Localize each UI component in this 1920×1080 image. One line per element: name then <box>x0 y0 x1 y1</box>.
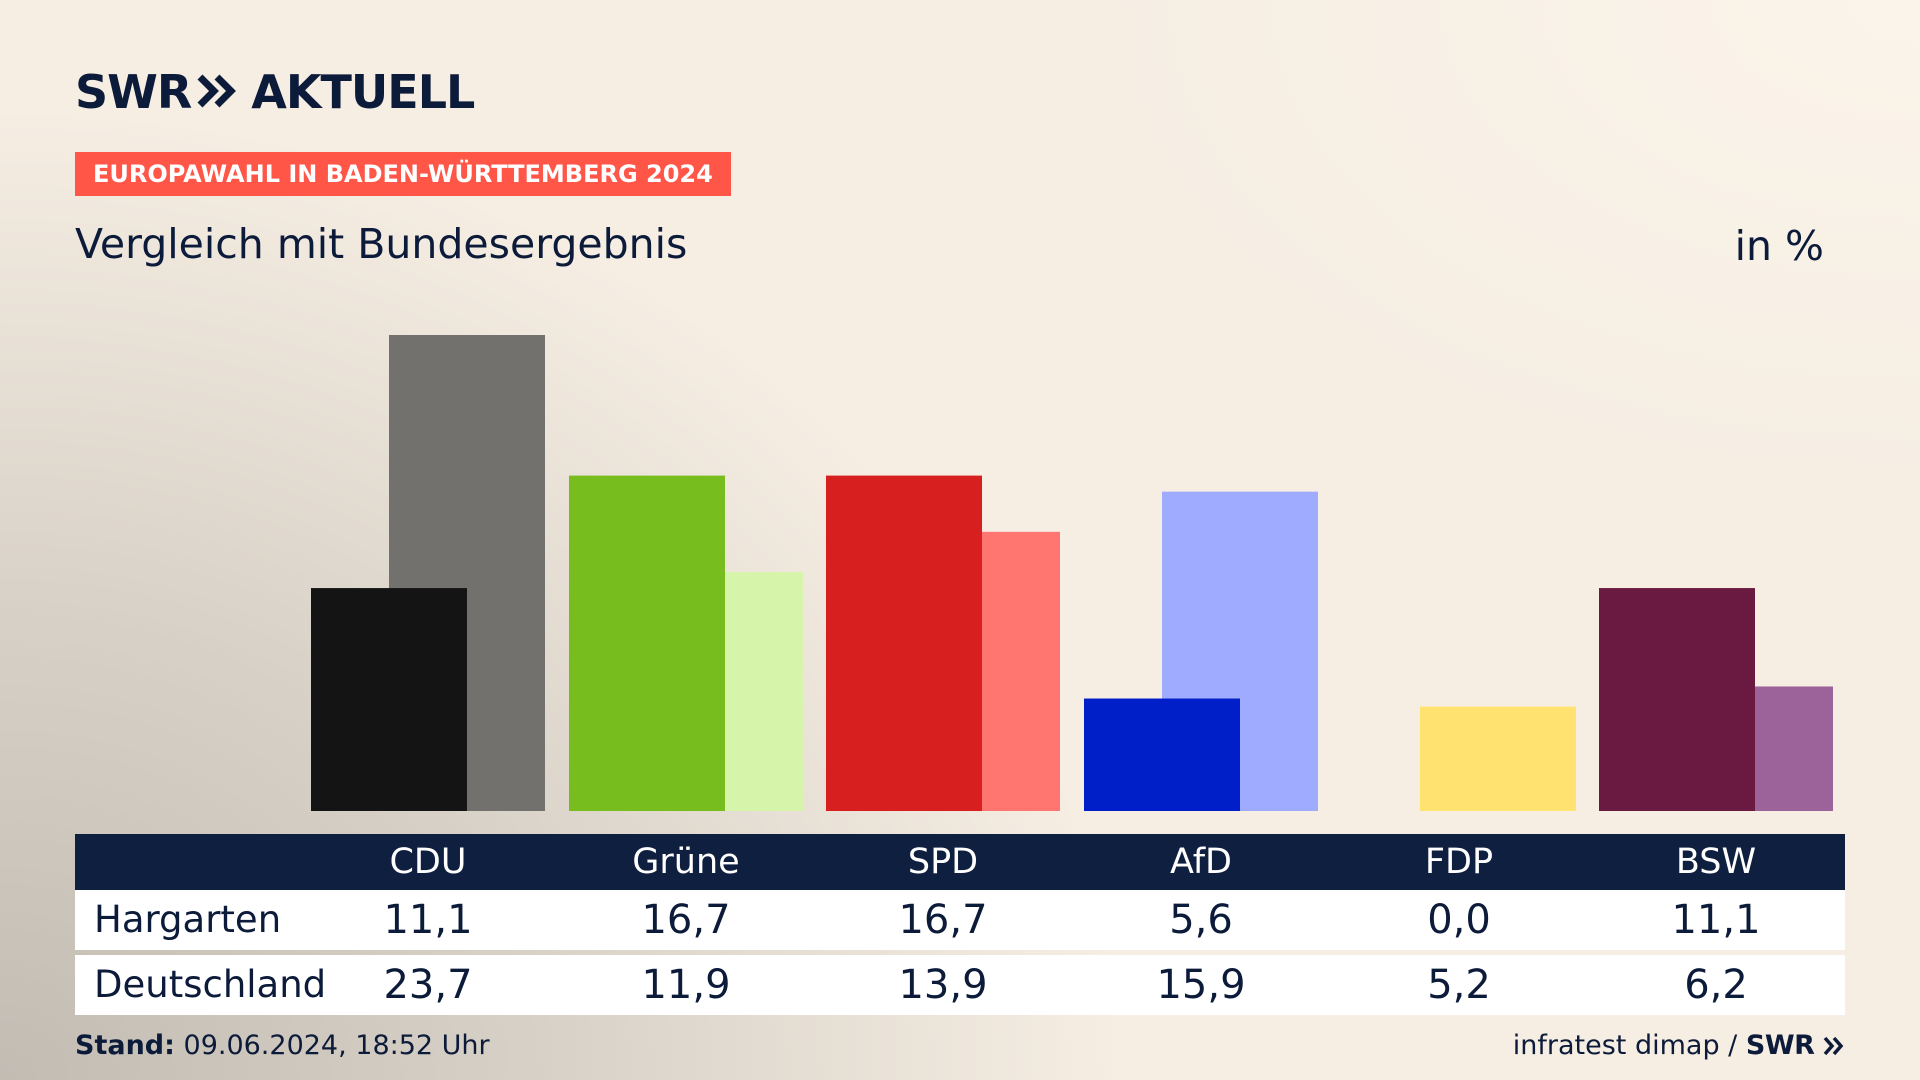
row-label-national: Deutschland <box>94 963 327 1006</box>
table-header-row: CDU Grüne SPD AfD FDP BSW <box>75 834 1845 890</box>
value-national-cdu: 23,7 <box>383 962 473 1008</box>
double-chevron-right-icon <box>197 65 237 119</box>
bar-local-cdu <box>311 588 467 811</box>
bar-local-afd <box>1084 698 1240 811</box>
value-national-spd: 13,9 <box>898 962 988 1008</box>
results-table: CDU Grüne SPD AfD FDP BSW Hargarten 11,1 16,7 1… <box>75 834 1845 1015</box>
timestamp: Stand: 09.06.2024, 18:52 Uhr <box>75 1030 490 1061</box>
column-header-grüne: Grüne <box>632 842 740 882</box>
source-text: infratest dimap / <box>1512 1030 1738 1061</box>
column-header-bsw: BSW <box>1675 842 1757 882</box>
column-header-fdp: FDP <box>1424 842 1494 882</box>
value-local-afd: 5,6 <box>1169 897 1233 943</box>
value-national-fdp: 5,2 <box>1427 962 1491 1008</box>
stand-value: 09.06.2024, 18:52 Uhr <box>183 1030 490 1061</box>
value-local-fdp: 0,0 <box>1427 897 1491 943</box>
table-row-local: Hargarten 11,1 16,7 16,7 5,6 0,0 11,1 <box>75 890 1845 950</box>
bar-national-fdp <box>1420 706 1576 811</box>
logo-aktuell-text: AKTUELL <box>251 65 475 119</box>
chart-subtitle: Vergleich mit Bundesergebnis <box>75 220 688 268</box>
unit-label: in % <box>1734 222 1824 270</box>
stand-label: Stand: <box>75 1030 175 1061</box>
swr-aktuell-logo: SWR AKTUELL <box>75 65 475 119</box>
value-local-grüne: 16,7 <box>641 897 731 943</box>
small-chevron-icon <box>1823 1030 1845 1061</box>
bar-local-spd <box>826 475 982 811</box>
bar-local-grüne <box>569 475 725 811</box>
value-local-cdu: 11,1 <box>383 897 473 943</box>
column-header-spd: SPD <box>907 842 979 882</box>
column-header-afd: AfD <box>1170 842 1232 882</box>
logo-swr-text: SWR <box>75 65 192 119</box>
column-header-cdu: CDU <box>389 842 467 882</box>
election-tag: EUROPAWAHL IN BADEN-WÜRTTEMBERG 2024 <box>75 152 731 196</box>
source-credit: infratest dimap / SWR <box>1513 1030 1845 1061</box>
bar-local-bsw <box>1599 588 1755 811</box>
value-national-bsw: 6,2 <box>1684 962 1748 1008</box>
value-local-spd: 16,7 <box>898 897 988 943</box>
value-national-grüne: 11,9 <box>641 962 731 1008</box>
table-row-national: Deutschland 23,7 11,9 13,9 15,9 5,2 6,2 <box>75 955 1845 1015</box>
value-local-bsw: 11,1 <box>1671 897 1761 943</box>
row-label-local: Hargarten <box>94 898 282 941</box>
source-brand: SWR <box>1745 1030 1815 1061</box>
value-national-afd: 15,9 <box>1156 962 1246 1008</box>
comparison-bar-chart <box>311 335 1833 811</box>
